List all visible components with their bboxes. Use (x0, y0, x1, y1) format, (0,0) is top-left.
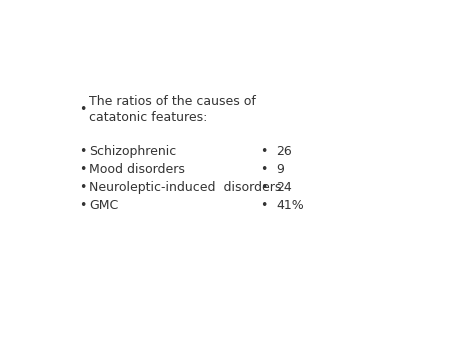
Text: •: • (260, 163, 267, 176)
Text: •: • (79, 199, 86, 212)
Text: •: • (260, 199, 267, 212)
Text: Neuroleptic-induced  disorders: Neuroleptic-induced disorders (90, 181, 282, 194)
Text: •: • (79, 103, 86, 116)
Text: The ratios of the causes of
catatonic features:: The ratios of the causes of catatonic fe… (90, 95, 256, 124)
Text: •: • (79, 181, 86, 194)
Text: •: • (260, 145, 267, 158)
Text: Schizophrenic: Schizophrenic (90, 145, 177, 158)
Text: •: • (79, 163, 86, 176)
Text: 41%: 41% (276, 199, 304, 212)
Text: 9: 9 (276, 163, 284, 176)
Text: 24: 24 (276, 181, 292, 194)
Text: GMC: GMC (90, 199, 119, 212)
Text: •: • (260, 181, 267, 194)
Text: •: • (79, 145, 86, 158)
Text: 26: 26 (276, 145, 292, 158)
Text: Mood disorders: Mood disorders (90, 163, 185, 176)
